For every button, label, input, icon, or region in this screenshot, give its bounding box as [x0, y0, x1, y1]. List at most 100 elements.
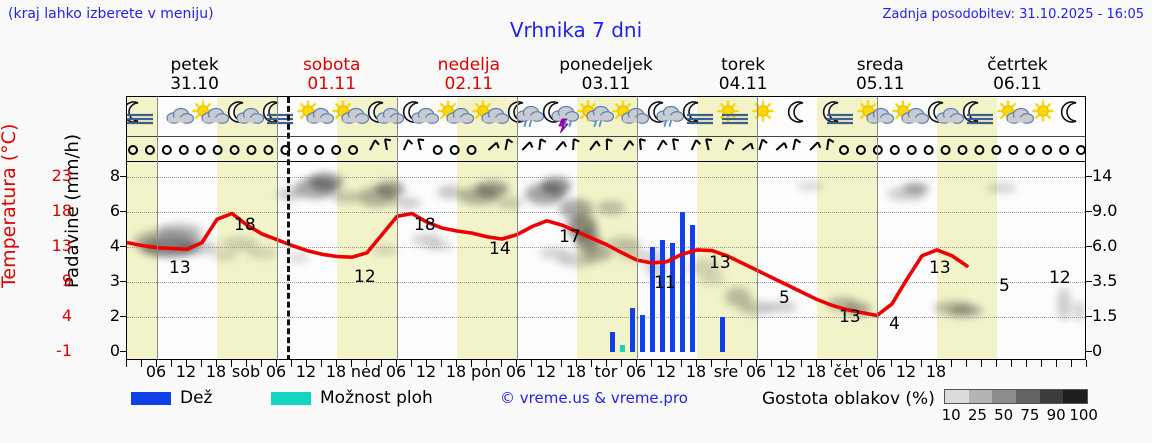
prec-tick-4: 2: [109, 306, 120, 325]
x-label: 18: [205, 362, 227, 381]
x-tick: [981, 360, 982, 367]
x-label: 12: [175, 362, 197, 381]
day-name: petek: [170, 55, 219, 75]
x-tick: [126, 360, 127, 367]
wind-barb: [555, 140, 568, 151]
location-menu-hint[interactable]: (kraj lahko izberete v meniju): [8, 6, 214, 22]
legend-showers-label: Možnost ploh: [320, 388, 433, 408]
copyright-label[interactable]: © vreme.us & vreme.pro: [500, 389, 688, 407]
wind-barb: [263, 145, 274, 155]
wind-barb: [839, 145, 849, 155]
wind-barb: [348, 145, 359, 155]
wind-barb: [417, 138, 425, 151]
rain-bar: [630, 308, 635, 352]
temperature-line: [127, 211, 969, 318]
temp-label-min: 11: [654, 273, 676, 294]
wind-barb: [1025, 145, 1036, 155]
cloud-blob: [295, 177, 337, 199]
weather-icon-moon-rain: [507, 101, 545, 127]
x-tick: [1086, 360, 1087, 367]
cloud-blob: [687, 259, 721, 275]
day-header-3: nedelja 02.11: [400, 56, 537, 96]
x-tick: [936, 360, 937, 367]
wind-barb: [314, 145, 325, 155]
cloud-tickmark-5: [1086, 351, 1092, 352]
weather-icon-moon-cloud: [227, 101, 265, 124]
cloud-tick-4: 1.5: [1092, 306, 1118, 325]
x-tick: [996, 360, 997, 367]
weather-icon-sun: [1032, 100, 1054, 122]
weather-icon-moon-rain: [647, 101, 685, 127]
wind-barb: [369, 139, 380, 151]
x-tick: [846, 360, 847, 367]
cloud-blob: [797, 181, 823, 191]
weather-icon-sun-cloud: [997, 100, 1035, 124]
cloud-legend-value-4: 90: [1046, 406, 1066, 424]
prec-tick-0: 8: [109, 166, 120, 185]
day-separator: [877, 97, 878, 359]
x-tick: [666, 360, 667, 367]
h-gridline: [127, 317, 1085, 318]
x-tick: [951, 360, 952, 367]
page-title: Vrhnika 7 dni: [509, 18, 643, 42]
rain-bar: [650, 247, 655, 352]
x-label: 06: [145, 362, 167, 381]
weather-icon-sun-cloud: [612, 100, 650, 124]
wind-barb: [724, 138, 735, 151]
x-tick: [276, 360, 277, 367]
wind-barb: [656, 139, 668, 151]
day-header-6: sreda 05.11: [812, 56, 949, 96]
x-label: 18: [325, 362, 347, 381]
prec-tickmark-4: [120, 316, 126, 317]
cloud-tickmark-1: [1086, 211, 1092, 212]
cloud-blob: [277, 187, 303, 201]
temp-label-max: 13: [929, 257, 951, 278]
x-tick: [816, 360, 817, 367]
wind-barb: [487, 141, 500, 151]
temp-tick-1: 18: [51, 201, 72, 220]
rain-bar: [610, 332, 615, 352]
prec-tick-3: 3: [109, 271, 120, 290]
day-date: 02.11: [444, 74, 494, 94]
cloud-blob: [597, 201, 625, 215]
prec-tickmark-5: [120, 351, 126, 352]
x-tick: [966, 360, 967, 367]
temp-label-min: 13: [169, 258, 191, 279]
cloud-blob: [541, 177, 571, 195]
cloud-tickmark-2: [1086, 246, 1092, 247]
x-tick: [516, 360, 517, 367]
cloud-blob: [459, 187, 499, 205]
wind-barb: [855, 145, 866, 155]
weather-icon-sun-cloud: [437, 100, 475, 124]
cloud-legend-step-5: [1063, 390, 1088, 403]
day-name: sreda: [856, 55, 904, 75]
cloud-density-legend-title: Gostota oblakov (%): [762, 389, 935, 409]
prec-tickmark-3: [120, 281, 126, 282]
x-tick: [336, 360, 337, 367]
legend-rain-swatch: [131, 392, 171, 405]
cloud-blob: [133, 229, 203, 255]
cloud-blob: [157, 223, 203, 239]
weather-icon-sun-cloud: [332, 100, 370, 124]
cloud-legend-value-2: 50: [994, 406, 1014, 424]
wind-barb-strip: [127, 137, 1085, 162]
prec-tick-2: 4: [109, 236, 120, 255]
cloud-legend-step-1: [968, 390, 993, 403]
last-update-label: Zadnja posodobitev: 31.10.2025 - 16:05: [882, 7, 1144, 22]
cloud-blob: [332, 191, 360, 203]
day-header-1: petek 31.10: [126, 56, 263, 96]
x-tick: [891, 360, 892, 367]
x-tick: [231, 360, 232, 367]
cloud-tick-1: 9.0: [1092, 201, 1118, 220]
h-gridline: [127, 247, 1085, 248]
temp-label-max: 13: [709, 252, 731, 273]
cloud-blob: [987, 183, 1017, 193]
temp-label-min: 5: [999, 275, 1010, 296]
cloud-blob: [287, 253, 309, 263]
cloud-blob: [247, 247, 277, 259]
x-label: 18: [685, 362, 707, 381]
temperature-curve: [127, 211, 969, 318]
daylight-band: [937, 97, 997, 359]
weather-icon-moon-wind: [127, 101, 153, 125]
